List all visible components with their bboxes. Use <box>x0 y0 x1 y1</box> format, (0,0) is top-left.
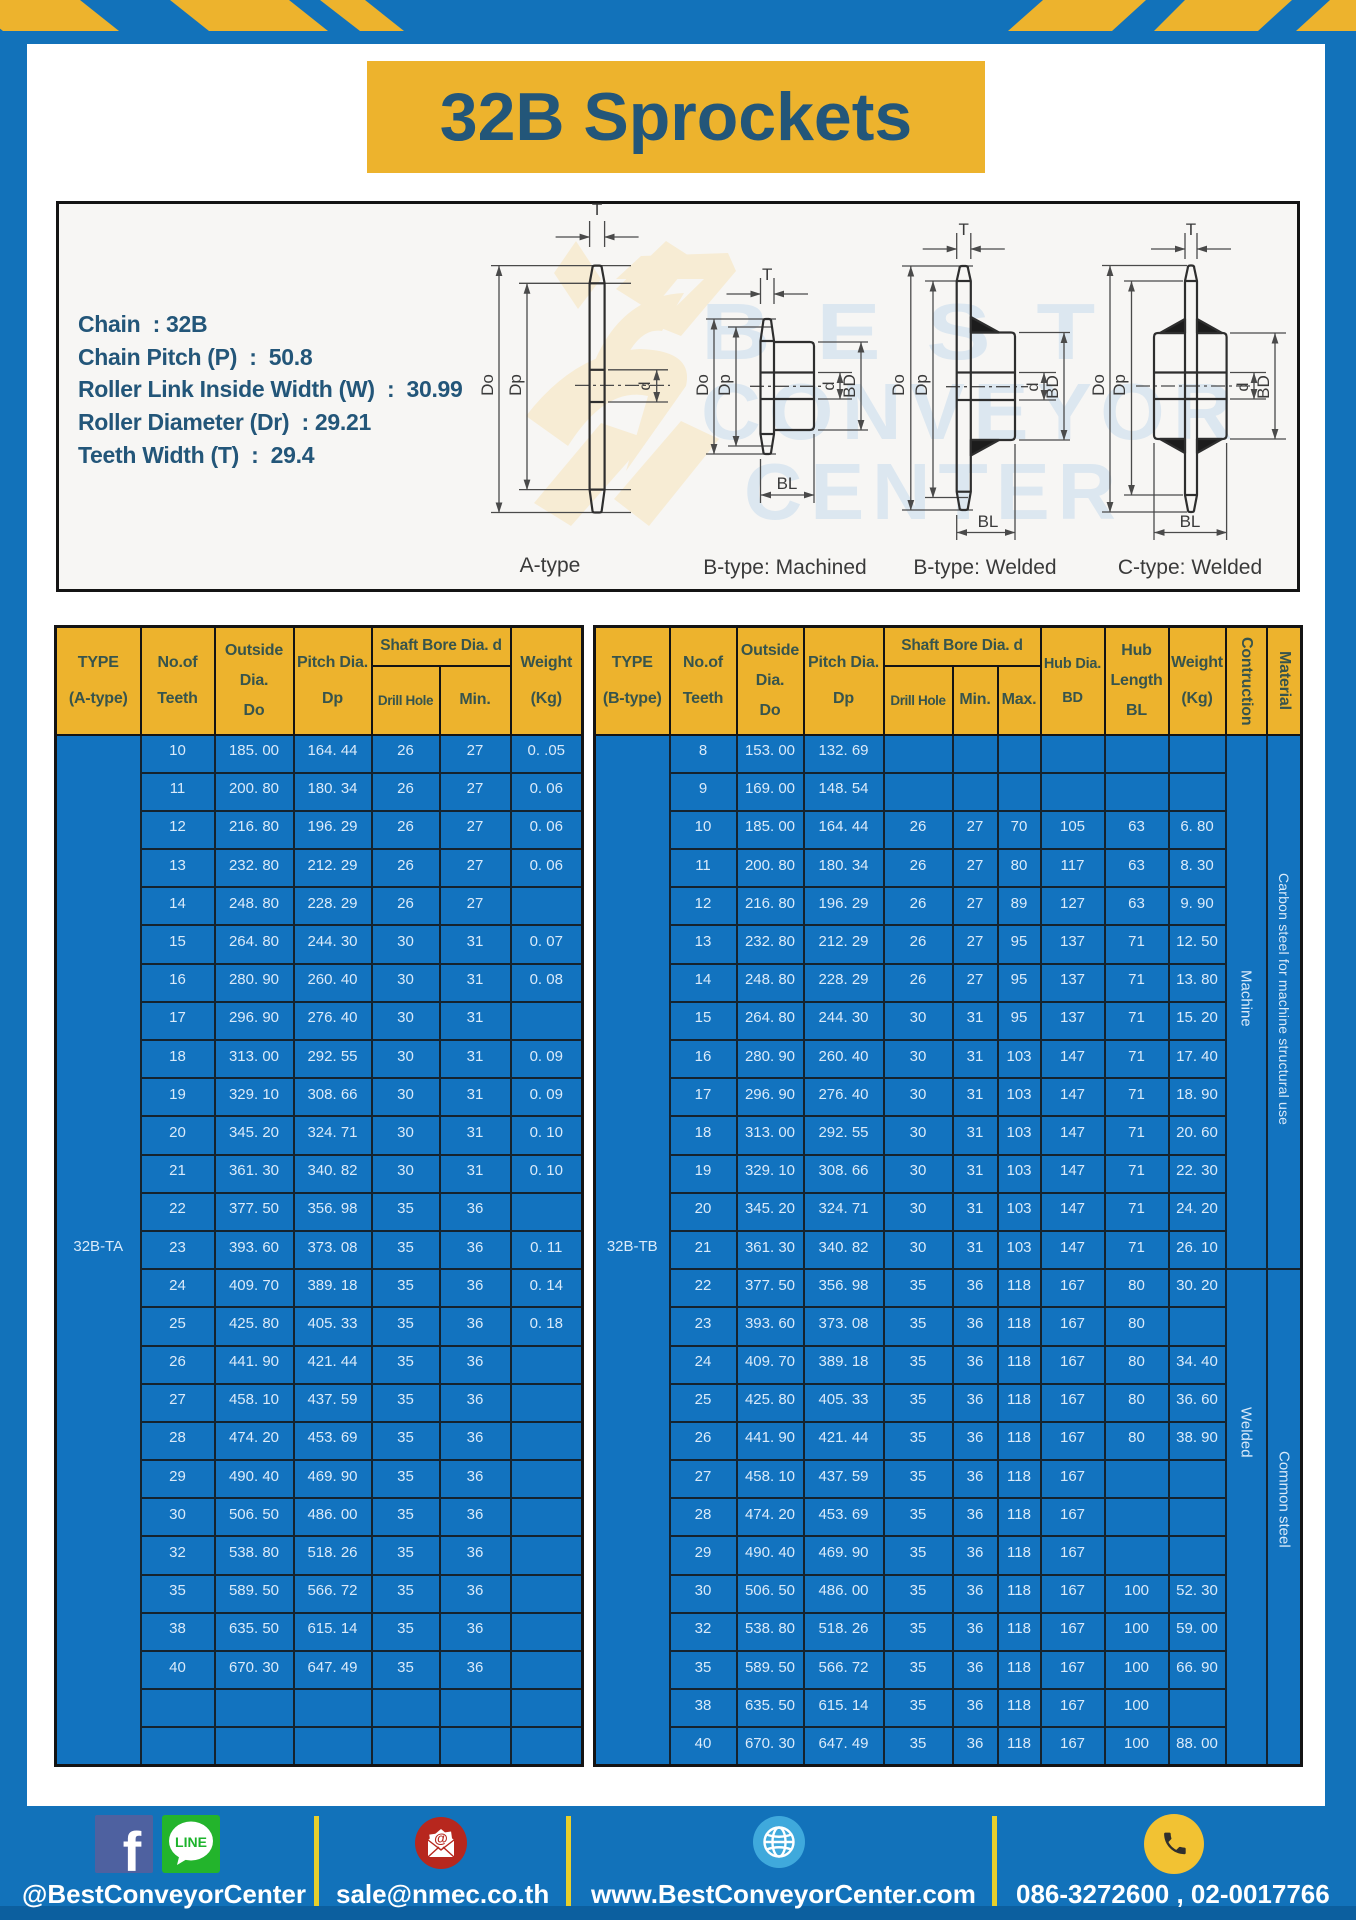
svg-text:B-type: Welded: B-type: Welded <box>913 556 1056 579</box>
svg-text:T: T <box>762 265 772 284</box>
svg-text:Do: Do <box>478 374 497 396</box>
svg-text:@: @ <box>434 1830 448 1846</box>
svg-text:Dp: Dp <box>1110 374 1129 396</box>
svg-text:Dp: Dp <box>506 374 525 396</box>
svg-text:f: f <box>123 1820 142 1875</box>
svg-text:LINE: LINE <box>175 1834 207 1850</box>
svg-text:d: d <box>1235 383 1252 392</box>
svg-text:Dp: Dp <box>715 374 734 396</box>
svg-text:A-type: A-type <box>520 554 581 577</box>
svg-text:C-type: Welded: C-type: Welded <box>1118 556 1262 579</box>
svg-text:CENTER: CENTER <box>744 447 1124 536</box>
svg-text:CONVEYOR: CONVEYOR <box>701 367 1241 456</box>
svg-text:BEST: BEST <box>701 287 1141 376</box>
svg-text:BD: BD <box>840 374 859 398</box>
svg-text:Do: Do <box>889 374 908 396</box>
svg-text:BD: BD <box>1254 375 1273 399</box>
svg-text:Do: Do <box>1089 374 1108 396</box>
svg-text:T: T <box>1186 220 1196 239</box>
svg-text:B-type: Machined: B-type: Machined <box>703 556 866 579</box>
svg-text:BL: BL <box>978 512 999 531</box>
svg-text:d: d <box>1025 383 1042 392</box>
svg-text:BL: BL <box>777 474 798 493</box>
svg-text:Do: Do <box>693 374 712 396</box>
svg-text:BL: BL <box>1180 512 1201 531</box>
svg-text:T: T <box>592 201 602 219</box>
svg-text:d: d <box>821 382 838 391</box>
svg-text:BD: BD <box>1043 375 1062 399</box>
svg-text:d: d <box>637 382 654 391</box>
svg-text:Dp: Dp <box>912 374 931 396</box>
svg-text:T: T <box>959 220 969 239</box>
